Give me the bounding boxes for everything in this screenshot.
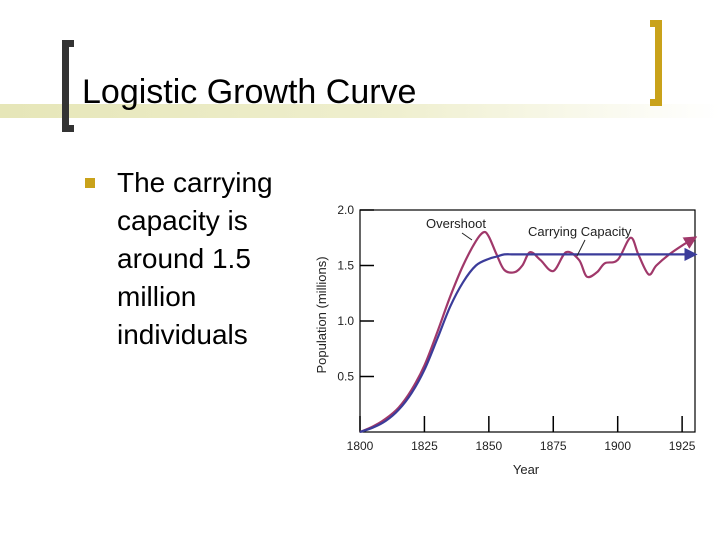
y-tick-label: 1.0 [337,314,354,328]
overshoot-annotation: Overshoot [426,216,486,231]
carrying-capacity-annotation: Carrying Capacity [528,224,632,239]
bullet-square-icon [85,178,95,188]
slide-title: Logistic Growth Curve [82,73,417,111]
x-tick-label: 1900 [604,439,631,453]
left-title-bracket [62,40,74,132]
x-tick-label: 1800 [347,439,374,453]
carrying-capacity-pointer [576,239,586,257]
y-tick-label: 0.5 [337,370,354,384]
overshoot-pointer [461,232,473,241]
right-title-bracket [650,20,662,106]
actual-population-line [359,230,698,434]
x-axis-label: Year [513,462,540,477]
y-tick-label: 1.5 [337,259,354,273]
y-tick-label: 2.0 [337,203,354,217]
logistic-model-line [359,247,698,434]
bullet-text: The carrying capacity is around 1.5 mill… [117,167,273,350]
y-axis-label: Population (millions) [314,256,329,373]
plot-frame [359,209,696,433]
x-tick-label: 1925 [669,439,696,453]
title-band [0,104,720,118]
x-tick-label: 1825 [411,439,438,453]
x-tick-label: 1875 [540,439,567,453]
x-tick-label: 1850 [475,439,502,453]
logistic-growth-chart: 0.5 1.0 1.5 2.0 1800 1825 1850 1875 1900 1925 Pop… [314,203,698,477]
